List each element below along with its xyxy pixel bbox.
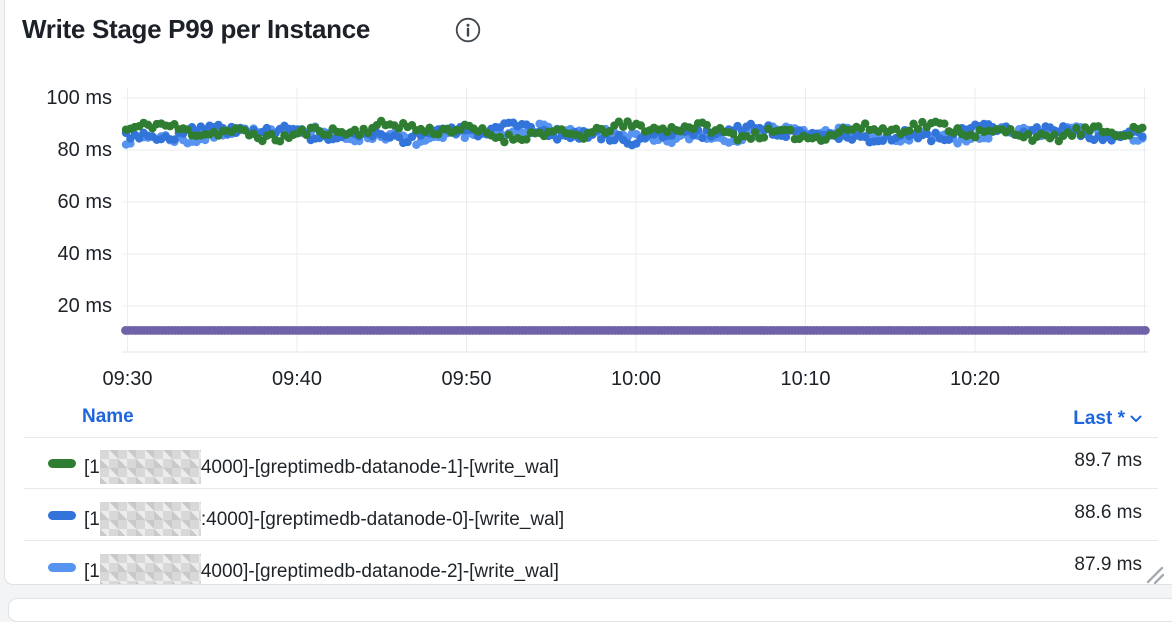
series-name[interactable]: [1 4000]-[greptimedb-datanode-2]-[write_w… <box>84 554 559 584</box>
legend-row-divider <box>24 488 1158 489</box>
redacted-ip-block <box>99 450 201 484</box>
series-color-swatch <box>48 563 76 572</box>
y-tick-label: 20 ms <box>57 295 112 317</box>
series-last-value: 87.9 ms <box>1074 554 1142 575</box>
series-last-value: 88.6 ms <box>1074 502 1142 523</box>
x-tick-label: 10:10 <box>780 368 831 390</box>
legend-table: [1 4000]-[greptimedb-datanode-1]-[write_w… <box>5 437 1172 584</box>
x-tick-label: 09:50 <box>441 368 492 390</box>
x-tick-label: 10:00 <box>610 368 662 390</box>
redacted-ip-block <box>99 554 201 584</box>
y-tick-label: 80 ms <box>57 139 112 161</box>
x-tick-label: 10:20 <box>949 368 1001 390</box>
panel-resize-handle[interactable] <box>1140 560 1166 586</box>
info-icon[interactable] <box>454 16 482 44</box>
series-name[interactable]: [1 4000]-[greptimedb-datanode-1]-[write_w… <box>84 450 559 484</box>
x-tick-label: 09:40 <box>271 368 323 390</box>
legend-sort-name[interactable]: Name <box>82 406 134 427</box>
legend-header-divider <box>24 437 1158 438</box>
redacted-ip-block <box>99 502 201 536</box>
time-series-chart[interactable] <box>0 80 1172 370</box>
y-tick-label: 60 ms <box>57 191 112 213</box>
y-tick-label: 40 ms <box>57 243 112 265</box>
series-color-swatch <box>48 511 76 520</box>
legend-row[interactable]: [1 4000]-[greptimedb-datanode-2]-[write_w… <box>5 542 1172 584</box>
series-color-swatch <box>48 459 76 468</box>
next-panel-top-edge <box>8 598 1172 622</box>
series-name[interactable]: [1:4000]-[greptimedb-datanode-0]-[write_… <box>84 502 564 536</box>
x-tick-label: 09:30 <box>102 368 153 390</box>
y-tick-label: 100 ms <box>46 87 112 109</box>
panel-title[interactable]: Write Stage P99 per Instance <box>22 14 371 44</box>
legend-row[interactable]: [1:4000]-[greptimedb-datanode-0]-[write_… <box>5 490 1172 541</box>
series-last-value: 89.7 ms <box>1074 450 1142 471</box>
chevron-down-icon <box>1130 415 1142 422</box>
legend-sort-last[interactable]: Last * <box>1073 406 1142 432</box>
legend-row-divider <box>24 540 1158 541</box>
legend-sort-last-label: Last * <box>1073 408 1125 429</box>
legend-row[interactable]: [1 4000]-[greptimedb-datanode-1]-[write_w… <box>5 438 1172 489</box>
